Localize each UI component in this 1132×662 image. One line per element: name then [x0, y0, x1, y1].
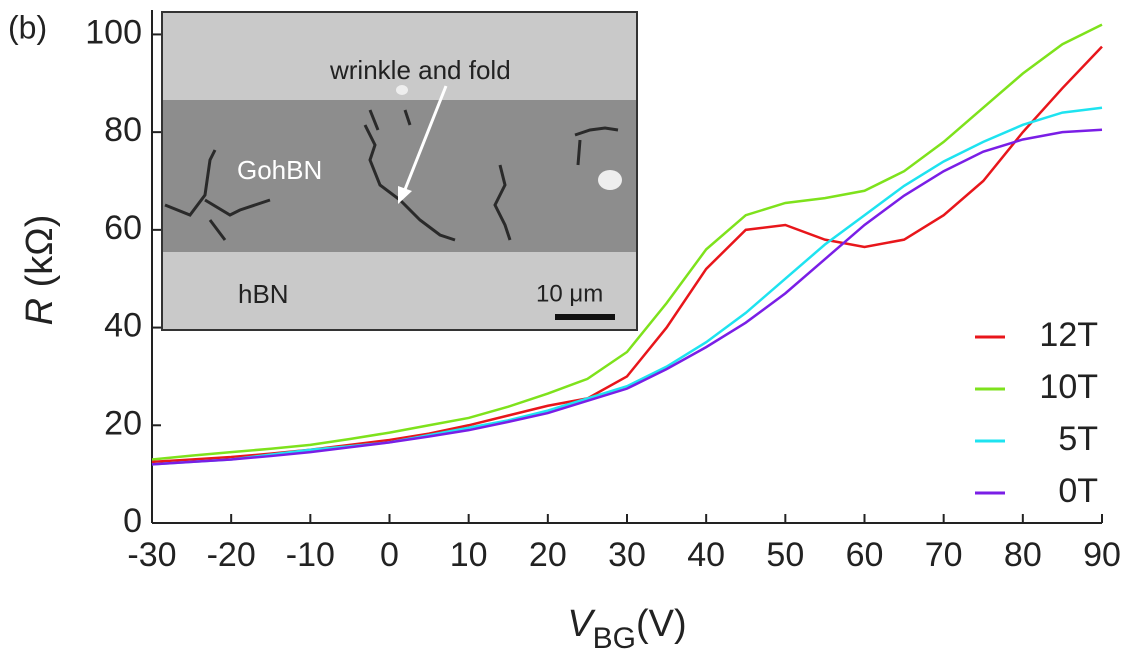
x-tick-label: 70 [925, 536, 963, 574]
x-axis-label: VBG(V) [567, 603, 686, 655]
x-label-subscript: BG [593, 622, 636, 655]
x-tick-label: 50 [766, 536, 804, 574]
inset-annotation: wrinkle and fold [329, 55, 511, 85]
inset-particle [598, 170, 622, 190]
x-tick-label: 90 [1083, 536, 1121, 574]
x-tick-label: 10 [450, 536, 488, 574]
x-tick-label: 30 [608, 536, 646, 574]
inset-scale-bar [555, 314, 615, 320]
legend-label: 12T [1039, 316, 1098, 354]
x-tick-label: -20 [207, 536, 256, 574]
x-tick-label: 40 [687, 536, 725, 574]
legend-label: 10T [1039, 368, 1098, 406]
x-tick-label: -10 [286, 536, 335, 574]
inset-arrowhead [398, 186, 412, 204]
legend-label: 0T [1058, 472, 1098, 510]
x-tick-label: 0 [380, 536, 399, 574]
x-tick-label: -30 [127, 536, 176, 574]
line-series [151, 23, 1103, 461]
inset-arrow [402, 85, 448, 193]
inset-wrinkles [164, 109, 619, 242]
y-axis-label: R (kΩ) [19, 215, 61, 326]
y-tick-label: 0 [123, 502, 142, 540]
y-tick-label: 60 [104, 209, 142, 247]
legend-label: 5T [1058, 420, 1098, 458]
y-tick-label: 40 [104, 307, 142, 345]
y-tick-label: 80 [104, 111, 142, 149]
y-label-unit: (kΩ) [19, 215, 61, 288]
line-series [151, 128, 1103, 466]
y-tick-label: 100 [85, 13, 142, 51]
x-tick-label: 80 [1004, 536, 1042, 574]
inset-particle [396, 85, 408, 95]
inset-strip [163, 100, 636, 252]
x-label-unit: (V) [636, 603, 687, 645]
inset-scale-label: 10 μm [536, 280, 603, 307]
x-tick-label: 60 [846, 536, 884, 574]
line-series [151, 106, 1103, 466]
y-tick-label: 20 [104, 404, 142, 442]
inset-substrate-label: hBN [238, 279, 289, 309]
y-label-symbol: R [19, 298, 61, 325]
panel-label: (b) [8, 9, 47, 45]
x-label-symbol: V [567, 603, 596, 645]
x-tick-label: 20 [529, 536, 567, 574]
inset: wrinkle and fold GohBN hBN 10 μm [161, 11, 638, 331]
inset-strip-label: GohBN [237, 155, 322, 185]
